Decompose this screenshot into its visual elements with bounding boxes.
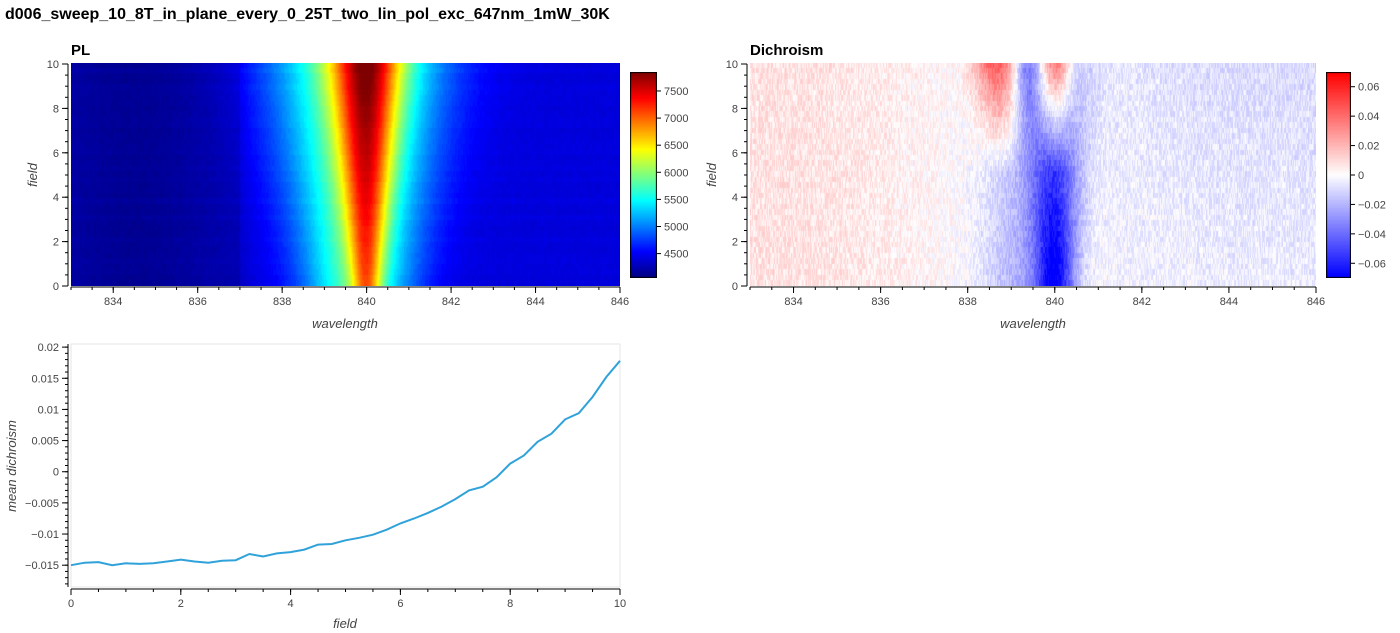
x-tick-label: 10: [614, 598, 626, 610]
pl-colorbar-ticks: 4500 5000 5500 6000 6500 7000 7500: [657, 86, 688, 261]
dichroism-y-axis: 0 2 4 6 8 10: [726, 59, 748, 293]
colorbar-tick-label: 7500: [664, 86, 688, 98]
x-tick-label: 840: [1046, 296, 1064, 308]
y-tick-label: 0.015: [31, 373, 59, 385]
colorbar-tick-label: 5500: [664, 194, 688, 206]
mean-dichroism-line: [70, 360, 621, 567]
dichroism-colorbar: [1326, 72, 1351, 278]
x-tick-label: 840: [357, 296, 375, 308]
x-tick-label: 6: [397, 598, 403, 610]
y-tick-label: 2: [53, 237, 59, 249]
line-plot-frame: [70, 343, 621, 588]
y-tick-label: 10: [47, 59, 59, 71]
colorbar-tick-label: 0.04: [1358, 111, 1379, 123]
y-tick-label: 8: [732, 103, 738, 115]
dichroism-title: Dichroism: [750, 42, 823, 59]
dichroism-x-axis: 834 836 838 840 842 844 846: [749, 286, 1325, 308]
colorbar-tick-label: −0.06: [1358, 258, 1386, 270]
y-tick-label: 6: [53, 148, 59, 160]
colorbar-tick-label: 5000: [664, 222, 688, 234]
y-tick-label: 4: [732, 192, 738, 204]
x-tick-label: 842: [1133, 296, 1151, 308]
dichroism-panel: Dichroism 834 836 838 840 842 844 846 0246810 …: [704, 42, 1386, 331]
colorbar-tick-label: 0.06: [1358, 82, 1379, 94]
line-x-axis: 0 2 4 6 8 10: [68, 588, 626, 610]
pl-y-label: field: [25, 162, 40, 187]
dichroism-x-label: wavelength: [1000, 316, 1066, 331]
colorbar-tick-label: 0: [1358, 170, 1364, 182]
y-tick-label: 0: [53, 281, 59, 293]
pl-heatmap-area[interactable]: [71, 63, 620, 286]
x-tick-label: 846: [611, 296, 629, 308]
y-tick-label: −0.01: [31, 529, 59, 541]
pl-heatmap[interactable]: [71, 63, 620, 286]
x-tick-label: 4: [288, 598, 294, 610]
mean-dichroism-panel: 0 2 4 6 8 10 −0.015 −0.01 −0.005 0 0.005 0.01 0.015…: [4, 342, 626, 631]
line-series-group: [70, 360, 621, 567]
pl-y-axis: 0 2 4 6 8 10: [47, 59, 69, 293]
y-tick-label: 0.005: [31, 436, 59, 448]
pl-x-axis: 834 836 838 840 842 844 846: [70, 286, 629, 308]
colorbar-tick-label: −0.04: [1358, 229, 1386, 241]
y-tick-label: 0.02: [38, 342, 59, 354]
colorbar-tick-label: 6500: [664, 140, 688, 152]
x-tick-label: 838: [959, 296, 977, 308]
x-tick-label: 0: [68, 598, 74, 610]
dichroism-y-label: field: [704, 162, 719, 187]
line-y-label: mean dichroism: [4, 420, 19, 512]
pl-colorbar-area: [630, 72, 657, 278]
x-tick-label: 842: [442, 296, 460, 308]
x-tick-label: 846: [1307, 296, 1325, 308]
y-tick-label: 10: [726, 59, 738, 71]
pl-colorbar: [630, 72, 657, 278]
x-tick-label: 844: [1220, 296, 1238, 308]
colorbar-tick-label: 6000: [664, 167, 688, 179]
line-x-label: field: [333, 616, 358, 631]
x-tick-label: 8: [507, 598, 513, 610]
colorbar-tick-label: −0.02: [1358, 199, 1386, 211]
dichroism-heatmap[interactable]: [750, 63, 1316, 286]
dichroism-heatmap-area[interactable]: [750, 63, 1316, 286]
y-tick-label: 0: [53, 467, 59, 479]
x-tick-label: 838: [273, 296, 291, 308]
y-tick-label: 4: [53, 192, 59, 204]
page-title: d006_sweep_10_8T_in_plane_every_0_25T_tw…: [5, 6, 610, 23]
y-tick-label: 0: [732, 281, 738, 293]
x-tick-label: 834: [784, 296, 802, 308]
colorbar-tick-label: 0.02: [1358, 141, 1379, 153]
y-tick-label: 8: [53, 103, 59, 115]
colorbar-tick-label: 7000: [664, 113, 688, 125]
y-tick-label: 2: [732, 237, 738, 249]
x-tick-label: 2: [178, 598, 184, 610]
y-tick-label: 6: [732, 148, 738, 160]
dichroism-colorbar-area: [1326, 72, 1351, 278]
x-tick-label: 836: [189, 296, 207, 308]
pl-panel: PL 834 836 838 840 842 844 846 0 2 4 6 8 10 wavelen…: [25, 42, 688, 331]
pl-x-label: wavelength: [312, 316, 378, 331]
x-tick-label: 834: [104, 296, 122, 308]
x-tick-label: 836: [871, 296, 889, 308]
pl-title: PL: [71, 42, 90, 59]
y-tick-label: −0.005: [25, 498, 59, 510]
dichroism-colorbar-ticks: −0.06 −0.04 −0.02 0 0.02 0.04 0.06: [1351, 82, 1386, 270]
colorbar-tick-label: 4500: [664, 249, 688, 261]
y-tick-label: −0.015: [25, 560, 59, 572]
line-y-axis: −0.015 −0.01 −0.005 0 0.005 0.01 0.015 0.02: [25, 342, 69, 587]
x-tick-label: 844: [526, 296, 544, 308]
y-tick-label: 0.01: [38, 404, 59, 416]
